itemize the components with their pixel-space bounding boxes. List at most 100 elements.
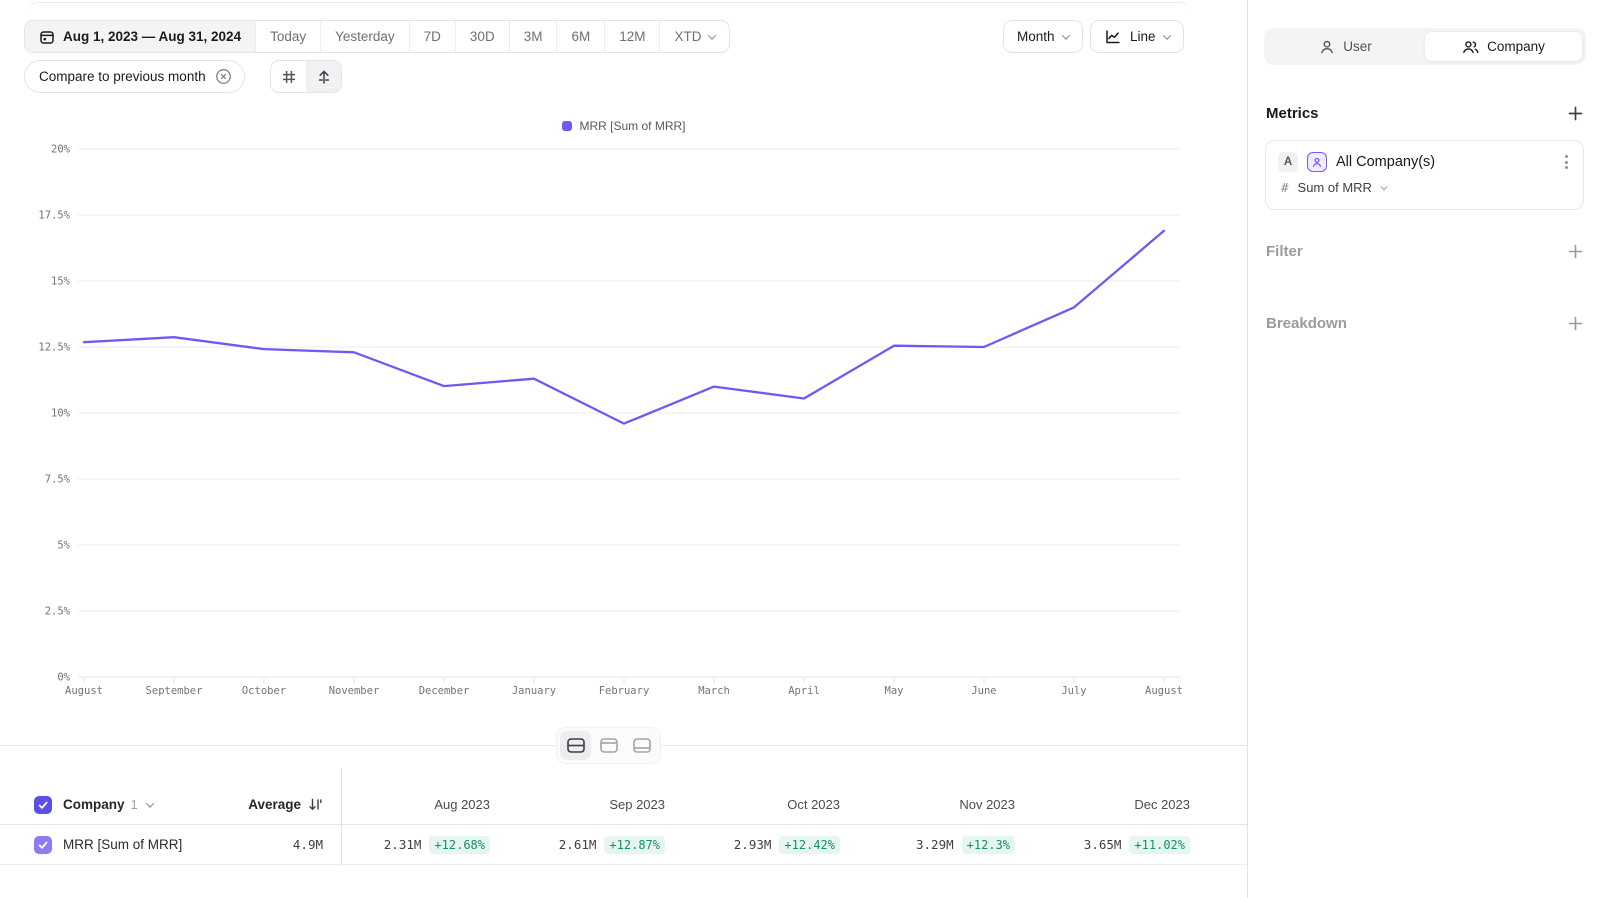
- add-filter-button[interactable]: [1567, 243, 1584, 260]
- preset-30d[interactable]: 30D: [454, 21, 509, 52]
- panel-bottom-icon: [632, 738, 651, 753]
- grid-toggle-button[interactable]: [271, 61, 306, 92]
- table-column-divider: [341, 768, 342, 866]
- chart-legend: MRR [Sum of MRR]: [0, 119, 1248, 133]
- metric-letter-badge: A: [1278, 152, 1298, 172]
- chevron-down-icon: [1162, 30, 1171, 40]
- xtd-label: XTD: [674, 29, 702, 44]
- x-axis-label: October: [242, 685, 286, 697]
- metrics-title: Metrics: [1266, 105, 1319, 122]
- preset-12m[interactable]: 12M: [604, 21, 659, 52]
- metric-kebab-menu[interactable]: [1562, 152, 1571, 172]
- x-axis-label: May: [885, 685, 904, 697]
- hash-icon: #: [1281, 180, 1289, 195]
- compare-chip[interactable]: Compare to previous month: [24, 60, 245, 93]
- metric-name: All Company(s): [1336, 154, 1436, 170]
- aggregation-dropdown[interactable]: # Sum of MRR: [1278, 180, 1571, 195]
- layout-table-only-button[interactable]: [626, 731, 657, 760]
- x-axis-label: August: [1145, 685, 1183, 697]
- table-cell[interactable]: 3.29M +12.3%: [866, 835, 1041, 854]
- column-header-dec-2023[interactable]: Dec 2023: [1041, 797, 1216, 812]
- close-circle-icon[interactable]: [215, 68, 232, 85]
- growth-badge: +12.3%: [961, 835, 1015, 854]
- date-range-control: Aug 1, 2023 — Aug 31, 2024 Today Yesterda…: [24, 20, 731, 53]
- row-metric-name: MRR [Sum of MRR]: [63, 837, 183, 852]
- y-axis-label: 12.5%: [38, 342, 70, 354]
- preset-3m[interactable]: 3M: [508, 21, 557, 52]
- column-header-label: Sep 2023: [609, 797, 665, 812]
- chevron-down-icon[interactable]: [145, 798, 154, 808]
- series-line[interactable]: [82, 229, 1166, 425]
- preset-6m[interactable]: 6M: [556, 21, 604, 52]
- select-all-checkbox[interactable]: [34, 795, 52, 814]
- add-breakdown-button[interactable]: [1567, 315, 1584, 332]
- layout-toggle-group: [556, 727, 661, 764]
- row-checkbox[interactable]: [34, 835, 52, 854]
- layout-chart-only-button[interactable]: [593, 731, 624, 760]
- table-cell[interactable]: 2.93M +12.42%: [691, 835, 866, 854]
- sort-icon[interactable]: [308, 797, 323, 812]
- chevron-down-icon: [1380, 182, 1388, 190]
- y-axis-label: 0%: [57, 672, 70, 684]
- table-cell[interactable]: 3.65M +11.02%: [1041, 835, 1216, 854]
- panel-split-icon: [566, 738, 585, 753]
- chart-tools-toggle: [270, 60, 342, 93]
- breakdown-section-header: Breakdown: [1266, 315, 1584, 332]
- growth-badge: +11.02%: [1129, 835, 1190, 854]
- chart-type-dropdown[interactable]: Line: [1090, 20, 1184, 53]
- plus-icon: [1568, 106, 1583, 121]
- table-cell[interactable]: 2.61M +12.87%: [516, 835, 691, 854]
- preset-today[interactable]: Today: [255, 21, 320, 52]
- tab-company-label: Company: [1487, 39, 1545, 54]
- preset-7d[interactable]: 7D: [408, 21, 455, 52]
- table-row[interactable]: MRR [Sum of MRR] 4.9M 2.31M +12.68% 2.61M +…: [0, 825, 1248, 865]
- x-axis-label: August: [65, 685, 103, 697]
- x-axis-label: March: [698, 685, 730, 697]
- x-axis-label: December: [419, 685, 470, 697]
- panel-top-icon: [599, 738, 618, 753]
- cell-value: 2.31M: [383, 837, 422, 852]
- checkbox-check-icon: [38, 841, 48, 849]
- metric-card[interactable]: A All Company(s) # Sum of MRR: [1265, 140, 1584, 210]
- filter-section-header: Filter: [1266, 243, 1584, 260]
- breakdown-title: Breakdown: [1266, 315, 1347, 332]
- granularity-dropdown[interactable]: Month: [1003, 20, 1083, 53]
- legend-swatch: [562, 121, 573, 131]
- chart-type-label: Line: [1130, 29, 1156, 44]
- x-axis-label: January: [512, 685, 556, 697]
- y-axis-label: 15%: [51, 276, 71, 288]
- table-cell[interactable]: 2.31M +12.68%: [341, 835, 516, 854]
- column-header-aug-2023[interactable]: Aug 2023: [341, 797, 516, 812]
- preset-xtd[interactable]: XTD: [659, 21, 729, 52]
- entity-count: 1: [130, 797, 138, 812]
- chevron-down-icon: [708, 30, 717, 40]
- column-header-label: Oct 2023: [787, 797, 840, 812]
- tab-user-label: User: [1343, 39, 1372, 54]
- add-metric-button[interactable]: [1567, 105, 1584, 122]
- grid-icon: [282, 70, 295, 83]
- legend-label: MRR [Sum of MRR]: [579, 119, 686, 133]
- column-header-oct-2023[interactable]: Oct 2023: [691, 797, 866, 812]
- date-range-label: Aug 1, 2023 — Aug 31, 2024: [63, 29, 242, 44]
- column-header-label: Dec 2023: [1134, 797, 1190, 812]
- tab-user[interactable]: User: [1267, 31, 1424, 62]
- mrr-line-chart[interactable]: 0% 2.5% 5% 7.5% 10% 12.5% 15% 17.5% 20% August Sep…: [0, 138, 1248, 713]
- column-header-nov-2023[interactable]: Nov 2023: [866, 797, 1041, 812]
- tab-company[interactable]: Company: [1424, 31, 1583, 62]
- entity-column-label: Company: [63, 797, 125, 812]
- cell-value: 3.65M: [1083, 837, 1122, 852]
- column-header-sep-2023[interactable]: Sep 2023: [516, 797, 691, 812]
- granularity-label: Month: [1017, 29, 1055, 44]
- y-axis-label: 10%: [51, 408, 71, 420]
- content-top-border: [28, 2, 1190, 12]
- plus-icon: [1568, 316, 1583, 331]
- date-range-button[interactable]: Aug 1, 2023 — Aug 31, 2024: [25, 21, 256, 52]
- annotations-toggle-button[interactable]: [306, 61, 341, 92]
- layout-split-button[interactable]: [560, 731, 591, 760]
- cell-value: 2.93M: [733, 837, 772, 852]
- preset-yesterday[interactable]: Yesterday: [320, 21, 409, 52]
- table-header-row: Company 1 Average Aug 2023 Sep 2023 Oct 20…: [0, 785, 1248, 825]
- filter-title: Filter: [1266, 243, 1303, 260]
- y-axis-label: 7.5%: [45, 474, 71, 486]
- breakdown-table: Company 1 Average Aug 2023 Sep 2023 Oct 20…: [0, 785, 1248, 865]
